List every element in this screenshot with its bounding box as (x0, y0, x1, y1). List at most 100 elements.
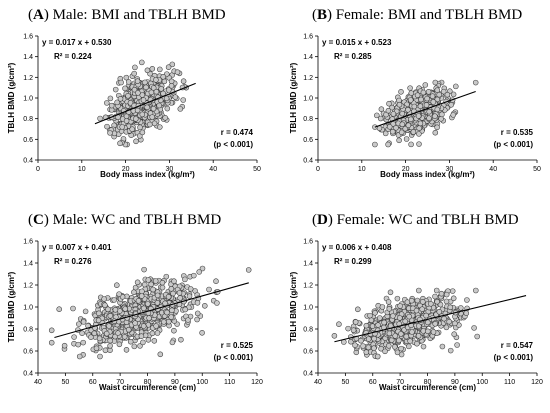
scatter-point (392, 344, 398, 350)
scatter-point (420, 89, 427, 96)
scatter-point (88, 334, 94, 340)
scatter-point (403, 333, 410, 340)
scatter-point (390, 111, 397, 117)
scatter-point (150, 85, 157, 91)
scatter-point (424, 95, 430, 102)
scatter-point (386, 100, 392, 107)
x-tick-label: 0 (316, 166, 320, 173)
scatter-point (150, 286, 156, 293)
scatter-point (464, 297, 470, 303)
title-close-paren: ) (44, 7, 53, 23)
scatter-point (405, 107, 411, 113)
scatter-point (386, 306, 393, 312)
scatter-point (125, 79, 132, 85)
scatter-point (371, 335, 377, 342)
scatter-point (80, 339, 86, 346)
scatter-point (154, 300, 161, 306)
scatter-point (112, 307, 119, 313)
y-tick-label: 0.4 (23, 158, 33, 165)
scatter-point (368, 317, 375, 323)
scatter-point (104, 100, 110, 106)
scatter-point (375, 322, 381, 328)
scatter-point (385, 299, 392, 305)
scatter-point (426, 108, 432, 115)
y-tick-label: 0.4 (303, 158, 313, 165)
scatter-point (360, 343, 366, 349)
scatter-point (439, 343, 446, 350)
y-tick-label: 1.4 (23, 54, 33, 61)
scatter-point (430, 99, 437, 105)
scatter-point (213, 278, 219, 284)
scatter-point (398, 345, 404, 352)
scatter-point (396, 337, 402, 344)
scatter-point (115, 330, 121, 336)
scatter-point (436, 309, 443, 315)
scatter-point (444, 91, 451, 98)
x-tick-label: 90 (451, 379, 459, 386)
scatter-point (389, 104, 395, 111)
scatter-point (386, 330, 393, 337)
x-tick-label: 40 (314, 379, 322, 386)
scatter-point (199, 330, 205, 336)
scatter-point (114, 99, 120, 106)
scatter-point (180, 97, 186, 103)
scatter-point (415, 333, 422, 339)
scatter-point (214, 300, 220, 306)
scatter-point (414, 297, 421, 304)
scatter-point (418, 96, 424, 103)
scatter-point (131, 289, 137, 295)
scatter-point (132, 284, 139, 291)
scatter-point (177, 106, 184, 112)
scatter-point (474, 333, 480, 340)
x-tick-label: 110 (504, 379, 515, 386)
panel-title-text: Female: BMI and TBLH BMD (336, 7, 523, 23)
scatter-point (372, 124, 378, 130)
scatter-point (76, 321, 82, 327)
scatter-point (394, 349, 401, 356)
scatter-point (420, 299, 426, 305)
x-tick-label: 50 (253, 166, 261, 173)
y-tick-label: 1.0 (23, 305, 33, 312)
x-tick-label: 50 (341, 379, 349, 386)
y-tick-label: 1.2 (303, 283, 313, 290)
x-tick-label: 20 (122, 166, 130, 173)
scatter-point (144, 67, 151, 74)
scatter-point (163, 273, 170, 280)
y-tick-label: 1.0 (303, 305, 313, 312)
scatter-point (139, 59, 145, 66)
scatter-point (96, 335, 103, 342)
scatter-point (393, 125, 399, 131)
scatter-point (245, 267, 252, 273)
scatter-point (157, 66, 163, 73)
y-axis-label: TBLH BMD (g/cm²) (7, 271, 16, 342)
scatter-point (171, 327, 177, 334)
scatter-point (454, 342, 460, 348)
scatter-point (141, 281, 148, 288)
scatter-point (76, 353, 83, 360)
scatter-point (385, 107, 392, 114)
scatter-point (458, 305, 464, 311)
scatter-point (185, 317, 191, 323)
scatter-point (411, 103, 418, 110)
scatter-point (117, 140, 123, 147)
scatter-point (425, 319, 431, 326)
scatter-point (397, 303, 403, 309)
scatter-point (122, 306, 128, 312)
x-tick-label: 110 (224, 379, 235, 386)
title-close-paren: ) (44, 212, 53, 228)
scatter-point (129, 126, 135, 132)
scatter-point (169, 339, 176, 346)
x-tick-label: 40 (489, 166, 497, 173)
scatter-point (367, 312, 373, 319)
chart-panel-a: (A) Male: BMI and TBLH BMD 0.4 0.6 0.8 1.0 1.… (7, 7, 261, 179)
scatter-point (147, 121, 153, 128)
scatter-point (101, 296, 107, 302)
scatter-point (161, 78, 168, 85)
scatter-point (182, 306, 188, 313)
scatter-point (116, 341, 123, 348)
scatter-point (365, 344, 372, 351)
scatter-point (93, 345, 100, 352)
scatter-point (377, 315, 383, 321)
scatter-point (131, 70, 137, 77)
scatter-point (453, 83, 459, 90)
